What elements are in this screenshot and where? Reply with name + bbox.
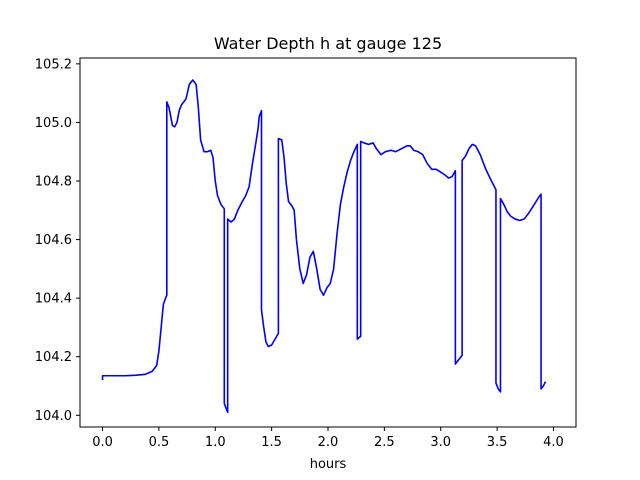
y-tick-label: 104.4 [35, 292, 72, 307]
plot-area [79, 57, 577, 428]
y-axis: 104.0 104.2 104.4 104.6 104.8 105.0 105.2 [35, 57, 80, 424]
plot-frame [79, 57, 577, 428]
x-tick-label: 0.5 [149, 435, 170, 450]
x-axis-label: hours [310, 457, 347, 472]
y-tick-label: 105.2 [35, 57, 72, 72]
series-line-0 [101, 79, 547, 414]
x-tick-label: 4.0 [543, 435, 564, 450]
x-tick-label: 1.0 [205, 435, 226, 450]
x-axis: 0.0 0.5 1.0 1.5 2.0 2.5 3.0 3.5 4.0 [92, 427, 564, 450]
x-tick-label: 3.5 [487, 435, 508, 450]
x-tick-label: 0.0 [92, 435, 113, 450]
y-tick-label: 104.8 [35, 175, 72, 190]
y-tick-label: 104.2 [35, 350, 72, 365]
x-tick-label: 2.0 [318, 435, 339, 450]
y-tick-label: 104.6 [35, 233, 72, 248]
x-tick-label: 2.5 [374, 435, 395, 450]
y-tick-label: 104.0 [35, 409, 72, 424]
chart-title: Water Depth h at gauge 125 [214, 34, 442, 53]
y-tick-label: 105.0 [35, 116, 72, 131]
x-tick-label: 3.0 [430, 435, 451, 450]
x-tick-label: 1.5 [261, 435, 282, 450]
